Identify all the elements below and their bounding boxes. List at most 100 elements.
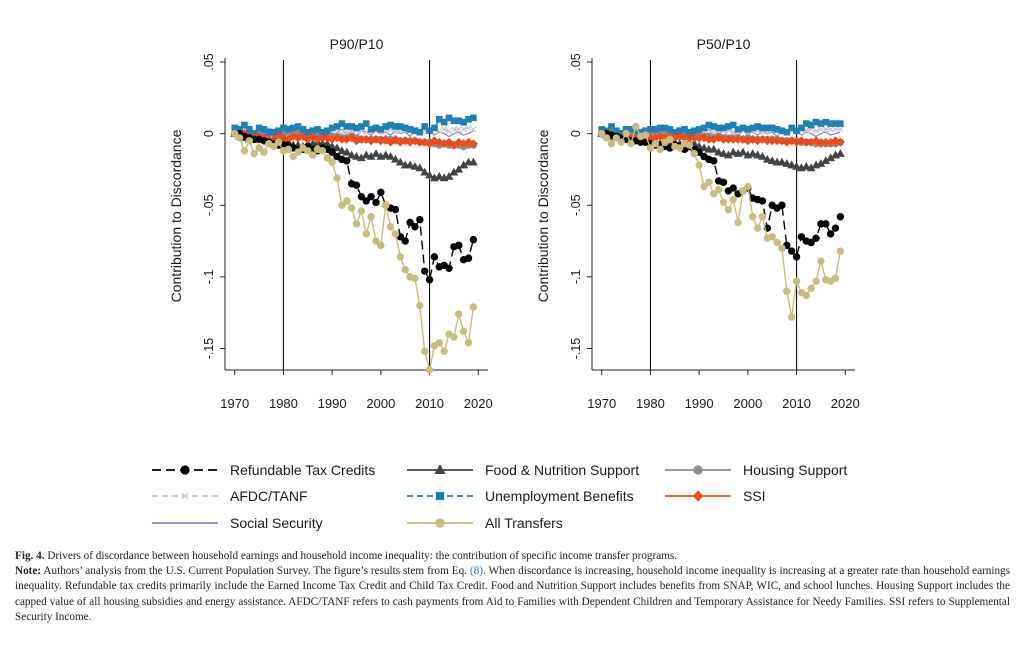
data-point (420, 347, 429, 356)
data-point (817, 120, 825, 127)
data-point (338, 201, 346, 209)
data-point (449, 140, 459, 150)
data-point (450, 126, 457, 133)
data-point (749, 124, 757, 132)
legend-label: Refundable Tax Credits (230, 462, 375, 478)
data-point (792, 253, 801, 261)
data-point (343, 129, 350, 136)
data-point (410, 161, 420, 170)
data-point (470, 114, 477, 122)
data-point (734, 218, 742, 227)
data-point (822, 118, 830, 126)
data-point (652, 126, 659, 133)
x-tick-label: 1970 (220, 396, 249, 411)
data-point (231, 124, 239, 132)
data-point (459, 160, 469, 169)
data-point (733, 134, 743, 144)
data-point (455, 117, 463, 125)
data-point (444, 172, 454, 180)
data-point (289, 152, 297, 161)
data-point (245, 137, 254, 145)
data-point (322, 133, 332, 143)
x-tick-label: 2000 (733, 396, 762, 411)
data-point (773, 238, 781, 247)
data-point (704, 134, 714, 144)
legend-label: SSI (743, 488, 766, 504)
data-point (416, 128, 424, 136)
data-point (832, 126, 839, 133)
data-point (406, 126, 414, 133)
data-point (381, 150, 391, 159)
data-point (817, 126, 824, 133)
data-point (813, 127, 820, 134)
data-point (285, 126, 292, 133)
data-point (734, 126, 742, 133)
data-point (255, 144, 263, 152)
legend-label: AFDC/TANF (230, 488, 308, 504)
data-point (445, 114, 453, 122)
data-point (391, 154, 400, 163)
data-point (460, 126, 467, 133)
x-tick-label: 1980 (269, 396, 298, 411)
data-point (357, 192, 366, 201)
data-point (802, 120, 810, 127)
data-point (647, 126, 654, 133)
chart-panel-1: P90/P10 Contribution to Discordance .05 0 -.… (168, 36, 493, 411)
data-point (353, 124, 360, 132)
data-point (265, 128, 273, 136)
data-point (356, 153, 366, 162)
data-point (337, 146, 347, 155)
data-point (637, 128, 645, 136)
data-point (807, 284, 815, 293)
data-point (700, 124, 708, 132)
series-all-transfers (598, 122, 845, 321)
data-point (381, 134, 391, 144)
data-point (738, 147, 748, 156)
data-point (450, 117, 458, 125)
series-unemployment-benefits (231, 114, 477, 137)
legend-item: Food & Nutrition Support (407, 462, 639, 478)
note-text-2: . When discordance is increasing, househ… (15, 565, 1010, 623)
legend-label: Housing Support (743, 462, 847, 478)
data-point (323, 127, 331, 135)
legend-item: All Transfers (407, 515, 563, 531)
data-point (826, 153, 836, 162)
chart-title: P50/P10 (697, 36, 751, 52)
data-point (762, 136, 772, 146)
data-point (386, 151, 395, 160)
data-point (831, 224, 840, 232)
data-point (759, 124, 766, 132)
data-point (821, 156, 831, 165)
legend-label: Social Security (230, 515, 323, 531)
data-point (797, 136, 806, 146)
data-point (728, 134, 738, 144)
data-point (728, 147, 738, 156)
data-point (332, 143, 342, 152)
data-point (836, 213, 845, 221)
data-point (372, 237, 380, 245)
data-point (792, 161, 801, 170)
data-point (318, 133, 327, 143)
data-point (358, 123, 365, 130)
data-point (807, 238, 815, 247)
data-point (440, 118, 448, 126)
data-point (602, 134, 611, 142)
equation-link[interactable]: (8) (469, 565, 483, 578)
data-point (468, 139, 478, 149)
data-point (792, 277, 801, 285)
data-point (725, 123, 732, 130)
data-point (768, 233, 776, 241)
data-point (372, 124, 380, 132)
data-point (802, 291, 810, 300)
data-point (352, 136, 361, 146)
data-point (700, 182, 708, 191)
x-tick-label: 2010 (415, 396, 444, 411)
data-point (431, 124, 438, 132)
data-point (767, 156, 777, 165)
data-point (748, 149, 758, 157)
data-point (460, 118, 467, 126)
data-point (801, 161, 811, 170)
data-point (710, 157, 718, 165)
data-point (832, 120, 839, 127)
data-point (812, 277, 820, 285)
